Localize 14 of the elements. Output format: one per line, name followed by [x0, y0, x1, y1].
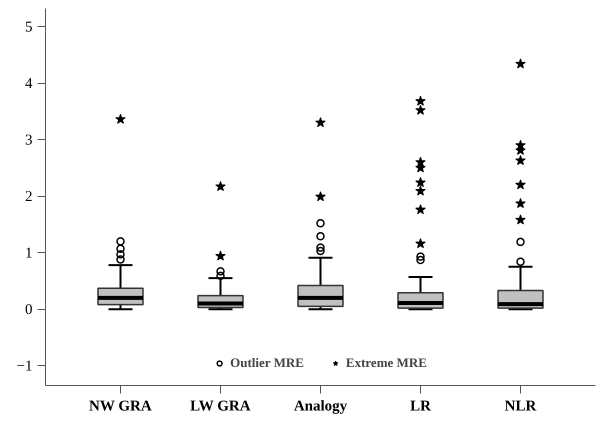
y-tick-label: 2	[25, 189, 32, 206]
x-tick-label: Analogy	[294, 398, 348, 414]
y-tick-label: 0	[25, 302, 32, 318]
y-tick-label: −1	[16, 358, 33, 375]
x-tick-label: NW GRA	[89, 398, 152, 414]
x-tick-label: NLR	[504, 398, 536, 414]
y-tick-label: 5	[25, 20, 32, 36]
x-tick-label: LW GRA	[190, 398, 251, 414]
y-tick-label: 1	[25, 246, 32, 262]
legend-label: Extreme MRE	[346, 355, 427, 371]
y-tick-label: 3	[25, 132, 32, 149]
x-tick-label: LR	[410, 398, 432, 414]
y-tick-label: 4	[25, 76, 33, 92]
legend-label: Outlier MRE	[230, 355, 304, 371]
